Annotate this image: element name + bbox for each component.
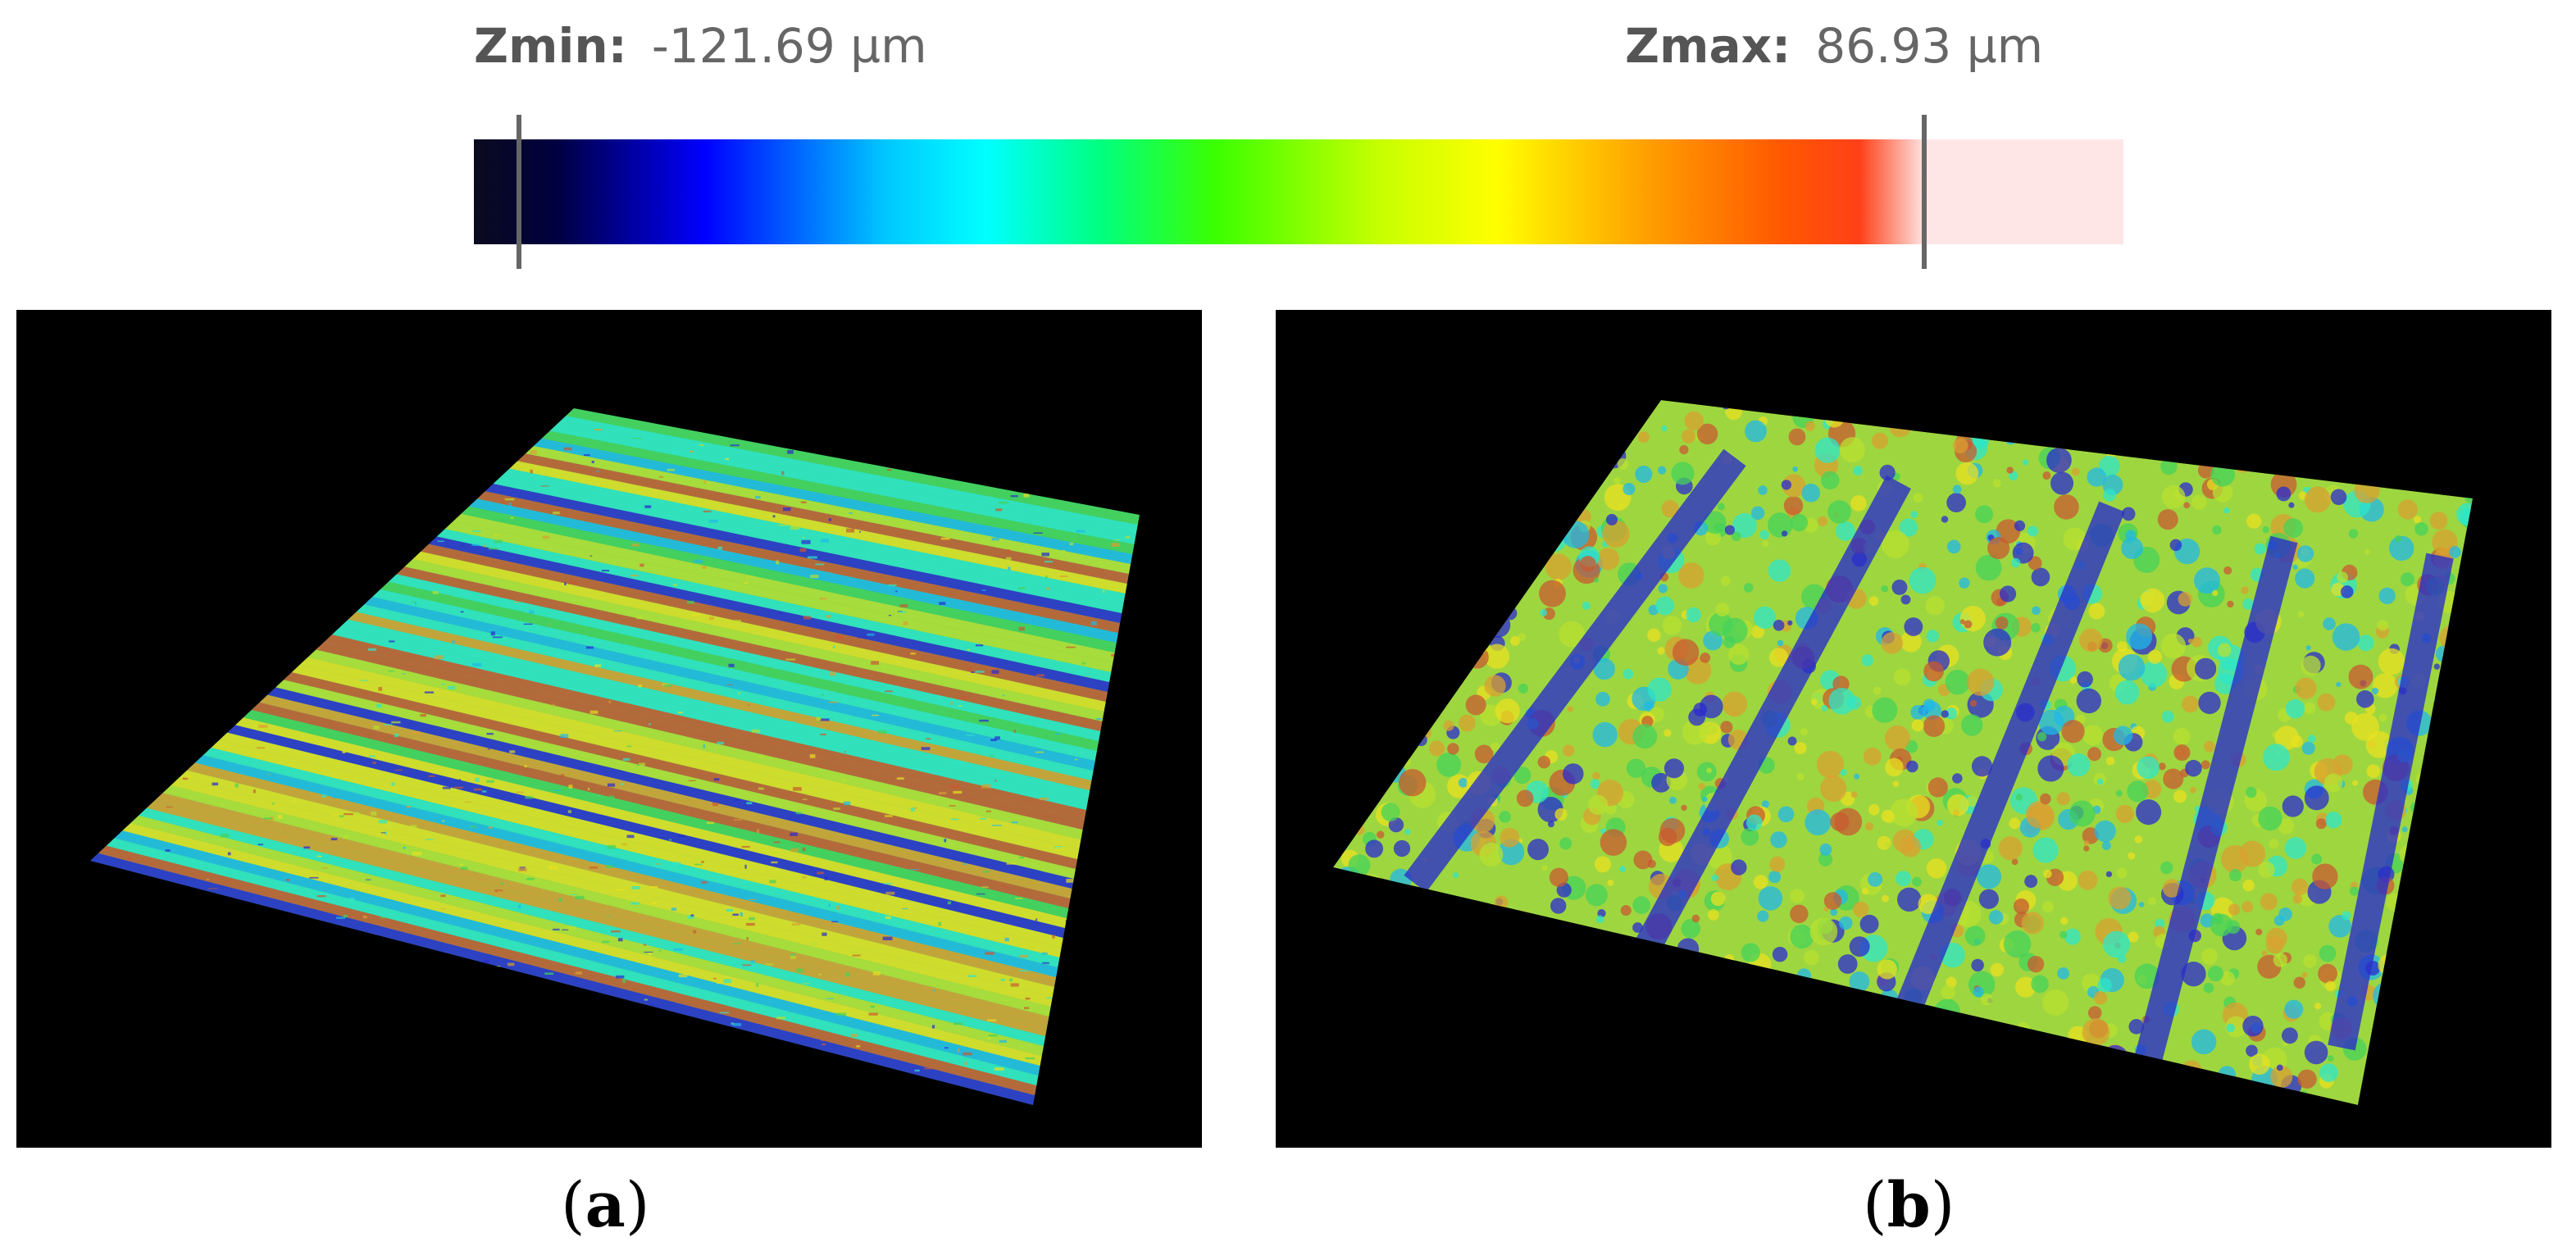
zmin-marker[interactable] (517, 115, 521, 269)
surface-groove (1404, 448, 1746, 893)
zmin-value: -121.69 µm (651, 18, 927, 74)
surface-b-texture (1333, 400, 2473, 1105)
zmax-readout: Zmax: 86.93 µm (1625, 18, 2043, 74)
surface-b-render (1333, 400, 2473, 1105)
height-color-scale-bar (474, 139, 2123, 244)
surface-3d-view-b (1276, 310, 2551, 1148)
zmin-label: Zmin: (474, 18, 627, 74)
zmax-marker[interactable] (1922, 115, 1927, 269)
zmin-readout: Zmin: -121.69 µm (474, 18, 927, 74)
panel-caption-b: (b) (1863, 1168, 1955, 1241)
zmax-value: 86.93 µm (1815, 18, 2044, 74)
surface-a-render (90, 408, 1140, 1105)
surface-groove (2328, 553, 2454, 1051)
surface-groove (1886, 501, 2125, 1037)
zmax-label: Zmax: (1625, 18, 1791, 74)
surface-groove (1616, 475, 1911, 989)
surface-groove (2131, 535, 2298, 1076)
panel-caption-a: (a) (561, 1168, 650, 1241)
surface-3d-view-a (16, 310, 1202, 1148)
surface-a-ridges (90, 408, 1140, 1105)
